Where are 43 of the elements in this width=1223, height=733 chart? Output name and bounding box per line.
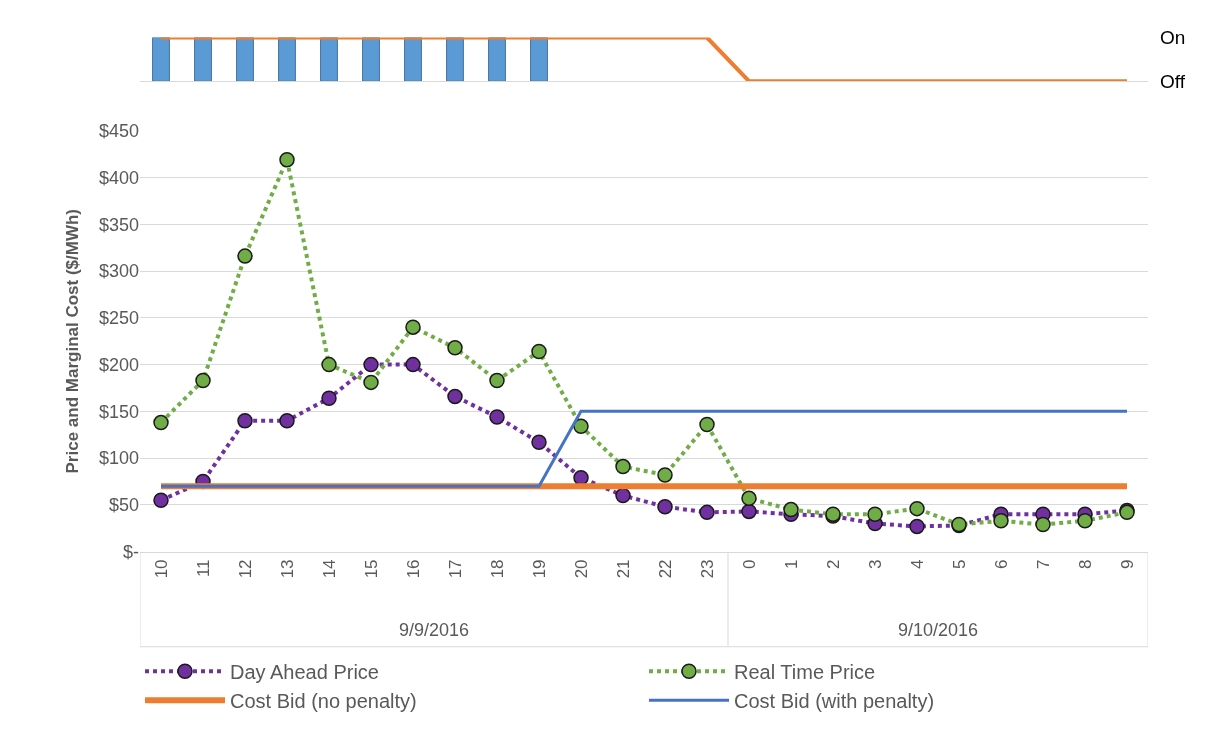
text: Off xyxy=(1160,71,1186,92)
y-tick-label: $250 xyxy=(98,308,139,329)
x-tick-label: 7 xyxy=(1033,559,1053,569)
x-tick-label: 13 xyxy=(277,559,297,579)
x-tick-label: 14 xyxy=(319,559,339,579)
x-tick-label: 15 xyxy=(361,559,381,579)
x-tick-label: 17 xyxy=(445,559,465,579)
x-tick-label: 22 xyxy=(655,559,675,579)
y-tick-label: $450 xyxy=(98,121,139,142)
text: 9/10/2016 xyxy=(898,620,979,640)
text: 9/9/2016 xyxy=(399,620,470,640)
x-tick-label: 8 xyxy=(1075,559,1095,569)
x-tick-label: 12 xyxy=(235,559,255,579)
x-tick-label: 6 xyxy=(991,559,1011,569)
x-tick-label: 0 xyxy=(739,559,759,569)
x-tick-label: 19 xyxy=(529,559,549,579)
x-tick-label: 4 xyxy=(907,559,927,569)
y-tick-label: $50 xyxy=(108,495,139,516)
x-tick-label: 9 xyxy=(1117,559,1137,569)
y-tick-label: $400 xyxy=(98,167,139,188)
x-tick-label: 5 xyxy=(949,559,969,569)
x-tick-label: 18 xyxy=(487,559,507,579)
y-axis-title: Price and Marginal Cost ($/MWh) xyxy=(63,208,83,474)
y-tick-label: $100 xyxy=(98,448,139,469)
x-tick-label: 23 xyxy=(697,559,717,579)
x-tick-label: 11 xyxy=(193,559,213,578)
legend-label: Cost Bid (with penalty) xyxy=(734,690,935,713)
x-tick-label: 10 xyxy=(151,559,171,579)
x-tick-label: 21 xyxy=(613,559,633,579)
y-tick-label: $300 xyxy=(98,261,139,282)
text: On xyxy=(1160,27,1186,48)
x-tick-label: 20 xyxy=(571,559,591,579)
legend-label: Real Time Price xyxy=(734,661,876,684)
y-tick-label: $150 xyxy=(98,401,139,422)
y-tick-label: $- xyxy=(122,541,139,562)
x-tick-label: 16 xyxy=(403,559,423,579)
y-tick-label: $350 xyxy=(98,214,139,235)
legend-label: Cost Bid (no penalty) xyxy=(230,690,417,713)
x-tick-label: 3 xyxy=(865,559,885,569)
y-tick-label: $200 xyxy=(98,354,139,375)
x-tick-label: 1 xyxy=(781,559,801,569)
legend-label: Day Ahead Price xyxy=(230,661,379,684)
x-tick-label: 2 xyxy=(823,559,843,569)
